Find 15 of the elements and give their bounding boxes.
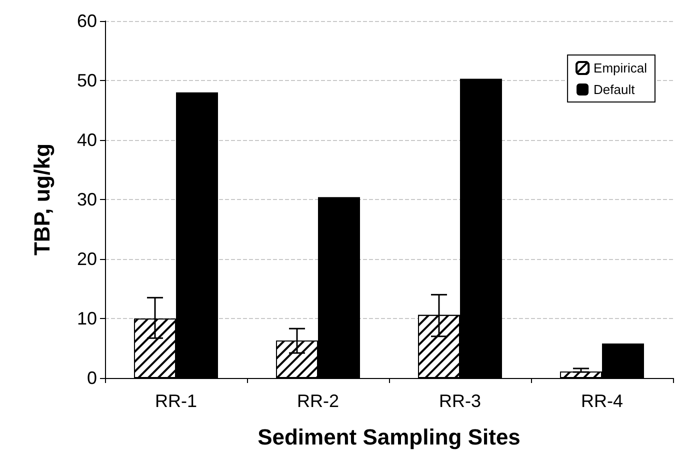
x-tick-label: RR-1 <box>154 391 198 411</box>
y-tick-label: 20 <box>76 249 97 269</box>
y-tick-label: 40 <box>76 130 97 150</box>
x-axis-title: Sediment Sampling Sites <box>258 424 520 450</box>
x-tick-label: RR-2 <box>296 391 340 411</box>
y-axis-title: TBP, ug/kg <box>30 143 54 256</box>
y-tick-label: 50 <box>76 70 97 90</box>
y-tick-label: 60 <box>76 11 97 31</box>
x-tick-label: RR-3 <box>438 391 482 411</box>
x-tick-label: RR-4 <box>580 391 624 411</box>
y-tick-label: 30 <box>76 190 97 210</box>
y-tick-label: 10 <box>76 308 97 328</box>
legend-label: Empirical <box>594 60 648 76</box>
legend-label: Default <box>594 82 636 97</box>
y-tick-label: 0 <box>86 368 97 388</box>
